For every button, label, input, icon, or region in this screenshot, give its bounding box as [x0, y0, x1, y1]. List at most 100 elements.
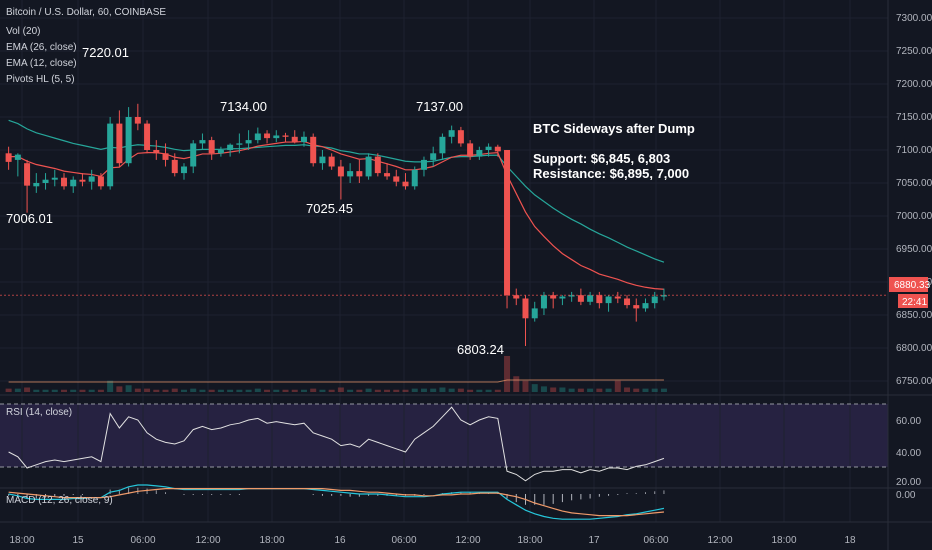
annotation-support: Support: $6,845, 6,803	[533, 151, 670, 166]
volume-bar	[347, 389, 354, 392]
volume-bar	[660, 388, 667, 392]
volume-ma-line	[8, 379, 664, 383]
volume-bar	[51, 389, 58, 392]
candle-body	[476, 150, 483, 157]
volume-bar	[70, 389, 77, 392]
candle-body	[651, 296, 658, 304]
time-tick: 06:00	[391, 535, 416, 546]
candle-body	[245, 140, 252, 144]
volume-bar	[273, 389, 280, 392]
volume-bar	[264, 389, 271, 392]
candle-body	[522, 298, 529, 319]
legend-vol[interactable]: Vol (20)	[6, 26, 40, 37]
volume-bar	[153, 389, 160, 392]
volume-bar	[107, 380, 114, 392]
candle-body	[60, 177, 67, 187]
pivot-low-label: 6803.24	[457, 342, 504, 357]
volume-bar	[531, 384, 538, 392]
time-axis[interactable]: 18:00 15 06:00 12:00 18:00 16 06:00 12:00 18:00 1…	[9, 535, 856, 546]
volume-bar	[384, 389, 391, 392]
volume-bar	[171, 388, 178, 392]
candle-body	[448, 130, 455, 137]
candle-body	[88, 176, 95, 182]
time-tick: 06:00	[643, 535, 668, 546]
candle-body	[153, 150, 160, 154]
volume-bar	[365, 388, 372, 392]
candle-body	[374, 156, 381, 174]
candle-body	[457, 130, 464, 144]
pivot-low-label: 7025.45	[306, 201, 353, 216]
candle-body	[568, 295, 575, 297]
candle-body	[97, 176, 104, 187]
annotation-title: BTC Sideways after Dump	[533, 121, 695, 136]
candle-body	[291, 136, 298, 143]
candle-body	[624, 298, 631, 306]
candle-body	[633, 305, 640, 309]
volume-bar	[190, 388, 197, 392]
volume-bar	[457, 388, 464, 392]
legend-ema12[interactable]: EMA (12, close)	[6, 58, 77, 69]
candle-body	[33, 183, 40, 187]
volume-bar	[559, 387, 566, 392]
volume-bar	[33, 389, 40, 392]
volume-bar	[14, 388, 21, 392]
time-tick: 18:00	[517, 535, 542, 546]
legend-pivots[interactable]: Pivots HL (5, 5)	[6, 74, 75, 85]
time-tick: 15	[72, 535, 84, 546]
candle-body	[51, 177, 58, 180]
legend-ema26[interactable]: EMA (26, close)	[6, 42, 77, 53]
volume-bar	[199, 389, 206, 392]
candle-body	[199, 140, 206, 144]
candle-body	[227, 144, 234, 150]
volume-bar	[60, 389, 67, 392]
volume-bar	[300, 389, 307, 392]
volume-bar	[485, 389, 492, 392]
gridlines	[0, 0, 888, 522]
candle-body	[365, 156, 372, 177]
candle-body	[587, 295, 594, 302]
pivot-low-label: 7006.01	[6, 211, 53, 226]
pivot-high-label: 7220.01	[82, 45, 129, 60]
candle-body	[347, 171, 354, 177]
candle-body	[217, 150, 224, 154]
volume-bar	[337, 387, 344, 392]
rsi-tick: 40.00	[896, 448, 921, 459]
candle-body	[328, 156, 335, 167]
time-tick: 12:00	[707, 535, 732, 546]
volume-bar	[504, 356, 511, 392]
volume-bar	[513, 376, 520, 392]
volume-bar	[633, 388, 640, 392]
candle-body	[190, 143, 197, 167]
volume-bar	[624, 387, 631, 392]
last-price-label: 6880.33	[894, 280, 931, 291]
macd-legend[interactable]: MACD (12, 26, close, 9)	[6, 495, 113, 506]
ema12-line	[8, 140, 664, 290]
price-tick: 7100.00	[896, 145, 932, 156]
volume-bar	[236, 389, 243, 392]
volume-bar	[568, 388, 575, 392]
macd-pane	[8, 484, 665, 520]
time-tick: 18	[844, 535, 856, 546]
candle-body	[144, 123, 151, 150]
candle-body	[384, 173, 391, 177]
volume-bar	[319, 389, 326, 392]
candle-body	[24, 163, 31, 186]
candle-body	[264, 133, 271, 139]
time-tick: 06:00	[130, 535, 155, 546]
price-tick: 6800.00	[896, 343, 932, 354]
candle-body	[605, 296, 612, 304]
rsi-pane	[0, 403, 888, 482]
macd-line	[8, 484, 665, 520]
candle-body	[319, 156, 326, 164]
time-tick: 17	[588, 535, 600, 546]
rsi-line	[8, 406, 665, 482]
candle-body	[531, 308, 538, 319]
pivot-high-label: 7137.00	[416, 99, 463, 114]
candle-body	[162, 153, 169, 160]
rsi-legend[interactable]: RSI (14, close)	[6, 407, 72, 418]
volume-bar	[522, 380, 529, 392]
candle-body	[420, 159, 427, 170]
candle-body	[393, 176, 400, 182]
volume-bar	[540, 386, 547, 392]
